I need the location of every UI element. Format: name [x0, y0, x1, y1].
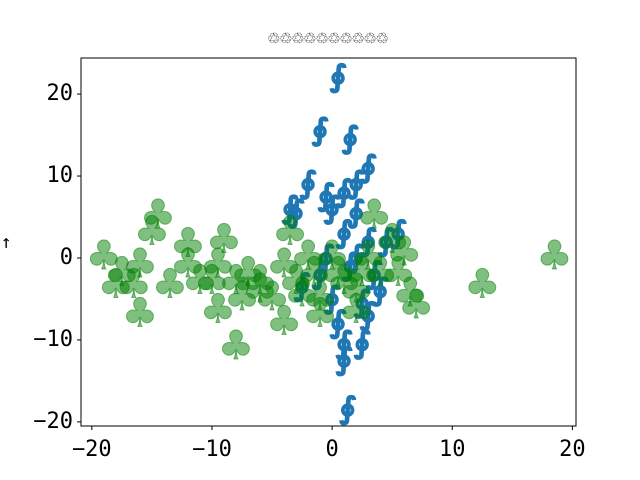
scatter-point: ♣	[230, 249, 266, 295]
chart-title: ♲♲♲♲♲♲♲♲♲♲	[268, 25, 388, 49]
scatter-point: ♣	[296, 249, 332, 295]
scatter-point: ♣	[536, 233, 572, 279]
scatter-point: ♣	[122, 290, 158, 336]
scatter-point: ∮	[342, 248, 359, 283]
scatter-point: ♣	[242, 266, 278, 312]
scatter-point: ∮	[300, 166, 317, 201]
scatter-point: ∮	[318, 178, 335, 213]
scatter-point: ♣	[194, 258, 230, 304]
scatter-point: ♣	[350, 233, 386, 279]
scatter-point: ♣	[98, 262, 134, 308]
scatter-point: ∮	[348, 239, 365, 274]
scatter-point: ∮	[288, 194, 305, 229]
y-axis-label: →	[0, 237, 16, 248]
scatter-point: ∮	[336, 174, 353, 209]
scatter-point: ♣	[254, 274, 290, 320]
y-tick-label: −20	[33, 409, 73, 434]
scatter-point: ♣	[302, 290, 338, 336]
scatter-point: ∮	[339, 391, 356, 426]
scatter-point: ♣	[386, 229, 422, 275]
scatter-point: ∮	[390, 215, 407, 250]
scatter-point: ∮	[360, 223, 377, 258]
y-tick-label: 10	[47, 163, 74, 188]
scatter-point: ∮	[366, 256, 383, 291]
x-tick-label: 0	[325, 437, 338, 462]
scatter-point: ♣	[170, 221, 206, 267]
scatter-point: ∮	[372, 272, 389, 307]
scatter-point: ∮	[354, 285, 371, 320]
scatter-point: ♣	[140, 192, 176, 238]
scatter-point: ♣	[200, 241, 236, 287]
scatter-point: ♣	[206, 217, 242, 263]
scatter-point: ∮	[324, 190, 341, 225]
axes-frame	[80, 57, 577, 427]
plot-area: ∮∮ ∮∮∮∮∮∮∮ ∮ ∮∮∮∮∮ ∮ ∮∮∮∮∮∮ ∮∮∮∮ ∮∮∮∮∮♣♣♣♣♣♣♣♣♣…	[85, 59, 572, 426]
scatter-point: ♣	[272, 208, 308, 254]
scatter-point: ♣	[200, 286, 236, 332]
scatter-point: ♣	[320, 249, 356, 295]
scatter-point: ♣	[278, 258, 314, 304]
scatter-point: ♣	[86, 233, 122, 279]
scatter-point: ∮	[312, 256, 329, 291]
scatter-point: ∮	[348, 194, 365, 229]
scatter-point: ∮	[336, 215, 353, 250]
scatter-point: ∮	[294, 268, 311, 303]
x-tick-label: 20	[559, 437, 586, 462]
scatter-point: ♣	[134, 208, 170, 254]
x-tick-label: 10	[439, 437, 466, 462]
scatter-point: ∮	[348, 166, 365, 201]
scatter-point: ♣	[116, 262, 152, 308]
scatter-point: ♣	[338, 286, 374, 332]
scatter-point: ∮	[318, 239, 335, 274]
scatter-point: ♣	[464, 262, 500, 308]
scatter-point: ∮	[360, 149, 377, 184]
scatter-point: ♣	[356, 192, 392, 238]
scatter-point: ♣	[218, 323, 254, 369]
scatter-point: ∮	[360, 297, 377, 332]
scatter-point: ♣	[344, 249, 380, 295]
scatter-point: ♣	[374, 217, 410, 263]
x-tick-label: −20	[72, 437, 112, 462]
scatter-point: ♣	[380, 249, 416, 295]
y-tick-label: −10	[33, 327, 73, 352]
scatter-point: ♣	[122, 241, 158, 287]
scatter-point: ∮	[378, 223, 395, 258]
scatter-point: ∮	[336, 326, 353, 361]
scatter-point: ∮	[330, 59, 347, 94]
scatter-point: ∮	[330, 305, 347, 340]
scatter-point: ♣	[218, 258, 254, 304]
scatter-point: ♣	[104, 249, 140, 295]
scatter-point: ∮	[336, 342, 353, 377]
scatter-point: ♣	[170, 241, 206, 287]
scatter-point: ♣	[338, 266, 374, 312]
scatter-point: ♣	[314, 233, 350, 279]
scatter-point: ∮	[282, 190, 299, 225]
scatter-point: ♣	[182, 258, 218, 304]
scatter-point: ♣	[152, 262, 188, 308]
scatter-point: ∮	[354, 326, 371, 361]
scatter-point: ♣	[242, 258, 278, 304]
scatter-point: ♣	[392, 270, 428, 316]
scatter-point: ∮	[312, 112, 329, 147]
scatter-point: ♣	[224, 274, 260, 320]
scatter-point: ∮	[324, 280, 341, 315]
scatter-point: ♣	[284, 270, 320, 316]
y-tick-label: 20	[47, 81, 74, 106]
scatter-point: ♣	[302, 274, 338, 320]
scatter-point: ♣	[266, 299, 302, 345]
scatter-point: ∮	[342, 121, 359, 156]
scatter-point: ♣	[398, 282, 434, 328]
scatter-point: ♣	[290, 233, 326, 279]
y-tick-label: 0	[60, 245, 73, 270]
scatter-point: ♣	[326, 258, 362, 304]
scatter-point: ♣	[266, 241, 302, 287]
x-tick-label: −10	[192, 437, 232, 462]
scatter-point: ♣	[362, 249, 398, 295]
